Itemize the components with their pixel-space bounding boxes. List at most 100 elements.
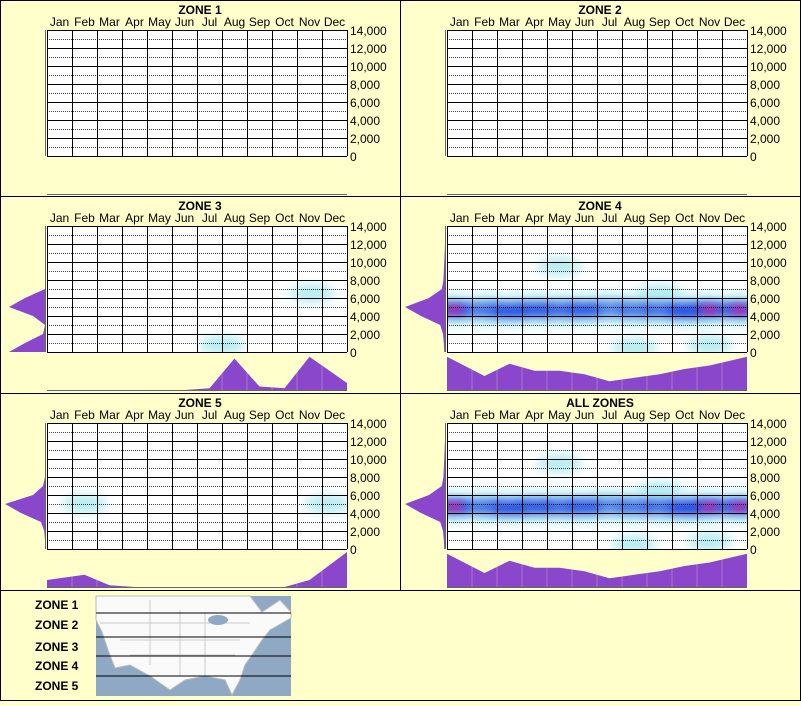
month-label: Mar — [99, 408, 120, 422]
heat-halo — [637, 284, 682, 303]
month-label: Jul — [202, 15, 217, 29]
month-label: Oct — [675, 408, 694, 422]
month-label: May — [548, 15, 571, 29]
month-label: Feb — [74, 408, 95, 422]
month-label: Nov — [699, 15, 720, 29]
month-label: Apr — [125, 211, 144, 225]
elevation-profile — [5, 423, 45, 549]
heat-halo — [612, 535, 657, 549]
month-label: Jun — [575, 15, 594, 29]
month-label: Apr — [525, 15, 544, 29]
y-tick-label: 2,000 — [350, 328, 380, 342]
month-label: Apr — [125, 408, 144, 422]
y-tick-label: 10,000 — [350, 60, 387, 74]
y-tick-label: 0 — [350, 150, 357, 164]
month-label: Sep — [249, 15, 271, 29]
y-tick-label: 4,000 — [350, 507, 380, 521]
month-label: Jun — [575, 211, 594, 225]
month-label: Jan — [450, 408, 469, 422]
y-tick-label: 8,000 — [750, 274, 780, 288]
zone-label: ZONE 2 — [35, 618, 79, 632]
month-label: May — [148, 15, 171, 29]
y-tick-label: 4,000 — [750, 310, 780, 324]
zone-label: ZONE 5 — [35, 679, 79, 693]
y-tick-label: 6,000 — [350, 292, 380, 306]
month-label: Oct — [275, 408, 294, 422]
month-label: Feb — [74, 211, 95, 225]
y-tick-label: 14,000 — [750, 220, 787, 234]
y-tick-label: 4,000 — [350, 114, 380, 128]
heat-halo — [304, 495, 347, 513]
month-label: Feb — [74, 15, 95, 29]
y-tick-label: 2,000 — [350, 525, 380, 539]
y-tick-label: 10,000 — [350, 256, 387, 270]
y-tick-label: 14,000 — [750, 24, 787, 38]
zone-label: ZONE 3 — [35, 640, 79, 654]
month-label: Jan — [50, 211, 69, 225]
panel-zone-1: ZONE 1 Jan Feb Mar Apr May Jun Jul Aug Sep Oct Nov D… — [45, 3, 387, 195]
heat-halo — [687, 335, 732, 352]
month-label: Jul — [602, 211, 617, 225]
panel-zone-3: ZONE 3 Jan Feb Mar Apr May Jun Jul Aug Sep Oct Nov D… — [9, 199, 387, 391]
month-label: Aug — [224, 211, 245, 225]
month-label: Apr — [525, 211, 544, 225]
y-tick-label: 8,000 — [350, 78, 380, 92]
y-tick-label: 6,000 — [750, 292, 780, 306]
y-tick-label: 8,000 — [750, 78, 780, 92]
y-tick-label: 4,000 — [750, 507, 780, 521]
heat-halo — [62, 495, 107, 513]
state-borders — [100, 600, 250, 676]
heat-peak — [447, 305, 464, 314]
y-tick-label: 2,000 — [750, 328, 780, 342]
month-label: Mar — [99, 211, 120, 225]
y-tick-label: 2,000 — [750, 132, 780, 146]
heat-halo — [687, 532, 732, 549]
elevation-profile — [9, 226, 45, 352]
heat-halo — [612, 338, 657, 352]
y-tick-label: 6,000 — [750, 489, 780, 503]
month-label: May — [148, 408, 171, 422]
y-tick-label: 10,000 — [350, 453, 387, 467]
y-tick-label: 0 — [750, 346, 757, 360]
month-label: Sep — [649, 408, 671, 422]
month-label: Mar — [499, 408, 520, 422]
y-tick-label: 8,000 — [350, 471, 380, 485]
heat-halo — [537, 454, 582, 473]
month-label: Oct — [275, 15, 294, 29]
month-label: Jul — [202, 408, 217, 422]
zone-legend: ZONE 1 ZONE 2 ZONE 3 ZONE 4 ZONE 5 — [35, 595, 292, 697]
month-label: Oct — [275, 211, 294, 225]
y-tick-label: 0 — [750, 150, 757, 164]
month-label: Nov — [699, 211, 720, 225]
month-label: Aug — [624, 408, 645, 422]
y-tick-label: 12,000 — [350, 238, 387, 252]
y-tick-label: 12,000 — [750, 435, 787, 449]
y-tick-label: 0 — [350, 543, 357, 557]
heat-peak — [730, 305, 747, 314]
month-label: Jul — [202, 211, 217, 225]
month-label: Nov — [299, 211, 320, 225]
month-label: Aug — [624, 211, 645, 225]
month-label: Oct — [675, 211, 694, 225]
y-tick-label: 4,000 — [350, 310, 380, 324]
panel-title: ZONE 1 — [178, 3, 222, 17]
month-label: Dec — [324, 408, 345, 422]
month-profile — [447, 356, 747, 390]
y-tick-label: 10,000 — [750, 256, 787, 270]
month-label: Jul — [602, 408, 617, 422]
heat-halo — [289, 284, 335, 303]
zone-label: ZONE 4 — [35, 659, 79, 673]
land-mass — [95, 595, 292, 697]
panel-zone-5: ZONE 5 Jan Feb Mar Apr May Jun Jul Aug Sep Oct Nov D… — [5, 396, 387, 588]
heat-peak — [730, 502, 747, 511]
month-label: Jun — [175, 211, 194, 225]
zone-label: ZONE 1 — [35, 598, 79, 612]
panel-title: ALL ZONES — [566, 396, 634, 410]
great-lakes — [208, 615, 228, 625]
month-label: Sep — [649, 15, 671, 29]
month-label: Jan — [450, 211, 469, 225]
panel-title: ZONE 2 — [578, 3, 622, 17]
y-tick-label: 0 — [350, 346, 357, 360]
y-tick-label: 14,000 — [750, 417, 787, 431]
y-tick-label: 14,000 — [350, 24, 387, 38]
